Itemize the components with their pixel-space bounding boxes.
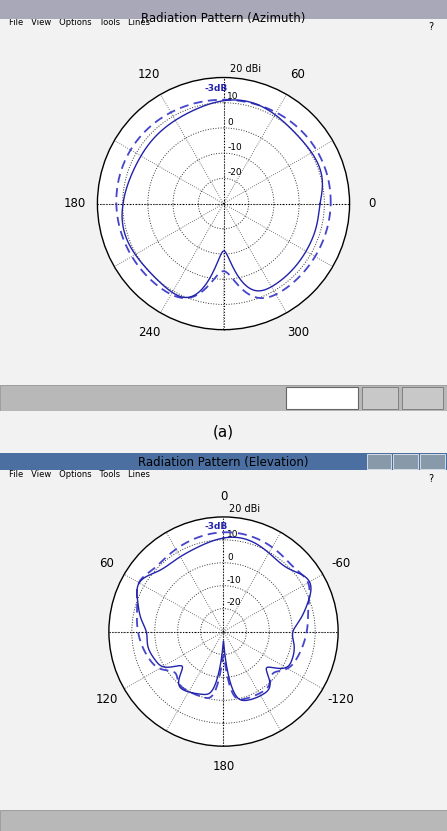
Text: ►: ► [419, 394, 426, 403]
FancyBboxPatch shape [402, 386, 443, 410]
Text: -3dB: -3dB [204, 84, 228, 92]
Text: ◄: ◄ [377, 394, 383, 403]
Text: □: □ [402, 457, 409, 466]
FancyBboxPatch shape [362, 386, 398, 410]
Text: 180: 180 [63, 197, 86, 210]
Text: -10: -10 [227, 576, 242, 584]
Text: (a): (a) [213, 425, 234, 440]
Text: Freq:: Freq: [257, 393, 282, 403]
FancyBboxPatch shape [0, 0, 447, 18]
Text: File   View   Options   Tools   Lines: File View Options Tools Lines [9, 18, 150, 27]
FancyBboxPatch shape [0, 810, 447, 831]
Text: 0: 0 [227, 553, 233, 562]
Text: -: - [377, 457, 380, 466]
Text: 0: 0 [369, 197, 376, 210]
Text: -60: -60 [331, 558, 350, 570]
Text: 60: 60 [99, 558, 114, 570]
Text: ?: ? [429, 22, 434, 32]
Text: 0: 0 [220, 489, 227, 503]
Text: 0: 0 [227, 118, 233, 126]
Circle shape [109, 517, 338, 746]
Text: -3dB: -3dB [205, 522, 228, 531]
Circle shape [97, 77, 350, 330]
Text: 10: 10 [227, 529, 238, 538]
Text: Radiation Pattern (Elevation): Radiation Pattern (Elevation) [138, 455, 309, 469]
Text: 180: 180 [212, 760, 235, 774]
Text: ● Figure No. 2: SuperNEC: Radiation Pattern (Elevation): ● Figure No. 2: SuperNEC: Radiation Patt… [9, 457, 223, 465]
Text: -20: -20 [227, 168, 242, 177]
FancyBboxPatch shape [393, 455, 418, 469]
Text: 20 dBi: 20 dBi [230, 64, 261, 74]
Text: 20 dBi: 20 dBi [229, 504, 260, 514]
FancyBboxPatch shape [367, 455, 391, 469]
Text: -10: -10 [227, 143, 242, 152]
FancyBboxPatch shape [0, 385, 447, 411]
Text: 2400: 2400 [309, 393, 334, 403]
Text: 60: 60 [291, 68, 305, 81]
FancyBboxPatch shape [286, 386, 358, 410]
Text: Radiation Pattern (Azimuth): Radiation Pattern (Azimuth) [165, 5, 282, 14]
Text: -20: -20 [227, 598, 241, 607]
FancyBboxPatch shape [0, 453, 447, 470]
Text: 240: 240 [138, 326, 160, 339]
Text: 120: 120 [138, 68, 160, 81]
FancyBboxPatch shape [420, 455, 445, 469]
Text: -120: -120 [327, 693, 354, 706]
Text: 300: 300 [287, 326, 309, 339]
Text: Radiation Pattern (Azimuth): Radiation Pattern (Azimuth) [141, 12, 306, 25]
Text: ?: ? [429, 475, 434, 484]
Text: X: X [430, 457, 435, 466]
Text: 10: 10 [227, 92, 239, 101]
Text: File   View   Options   Tools   Lines: File View Options Tools Lines [9, 470, 150, 479]
Text: 120: 120 [95, 693, 118, 706]
